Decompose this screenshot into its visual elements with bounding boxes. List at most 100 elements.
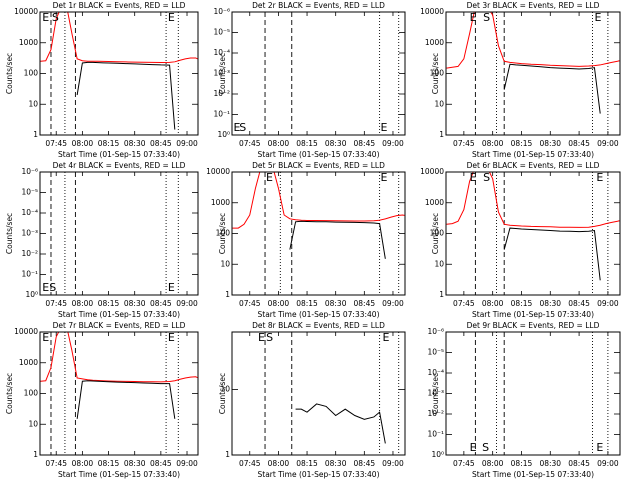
panel-title: Det 8r BLACK = Events, RED = LLD [252, 321, 385, 330]
x-tick-label: 08:45 [354, 139, 376, 148]
series-line [503, 227, 601, 281]
x-tick-label: 07:45 [239, 459, 261, 468]
panel-title: Det 6r BLACK = Events, RED = LLD [467, 161, 600, 170]
x-tick-label: 08:45 [150, 299, 172, 308]
panel-title: Det 5r BLACK = Events, RED = LLD [252, 161, 385, 170]
series-line [40, 12, 198, 63]
x-tick-label: 08:45 [354, 299, 376, 308]
series-line [446, 172, 620, 228]
x-tick-label: 08:00 [72, 459, 94, 468]
y-tick-label: 1 [439, 130, 444, 139]
series-line [446, 12, 620, 69]
x-tick-label: 07:45 [453, 299, 475, 308]
x-tick-label: 08:00 [482, 139, 504, 148]
x-tick-label: 09:00 [597, 139, 619, 148]
annotation: S [49, 281, 56, 294]
panel: Det 2r BLACK = Events, RED = LLD Start Ti… [213, 1, 406, 159]
x-tick-label: 08:30 [539, 299, 561, 308]
x-tick-label: 08:30 [124, 299, 146, 308]
y-tick-label: 10⁻⁴ [213, 48, 230, 57]
x-tick-label: 08:15 [511, 459, 533, 468]
x-tick-label: 08:15 [511, 139, 533, 148]
x-tick-label: 08:00 [72, 299, 94, 308]
y-tick-label: 10⁰ [431, 450, 444, 459]
y-tick-label: 10⁻⁶ [213, 7, 230, 16]
annotation: E [594, 11, 601, 24]
y-axis-label: Counts/sec [5, 213, 14, 254]
y-tick-label: 10⁻³ [427, 389, 444, 398]
x-tick-label: 08:15 [98, 139, 120, 148]
x-tick-label: 07:45 [45, 139, 67, 148]
y-tick-label: 1 [225, 290, 230, 299]
x-tick-label: 08:45 [568, 299, 590, 308]
frame [39, 331, 199, 456]
y-tick-label: 10⁰ [217, 130, 230, 139]
y-tick-label: 1000 [425, 198, 444, 207]
y-tick-label: 10⁻⁴ [21, 208, 38, 217]
annotation: E [596, 171, 603, 184]
series-line [232, 172, 405, 229]
x-tick-label: 09:00 [176, 139, 198, 148]
x-axis-label: Start Time (01-Sep-15 07:33:40) [472, 150, 594, 159]
x-tick-label: 08:30 [325, 299, 347, 308]
y-tick-label: 100 [216, 229, 231, 238]
annotation: E [42, 331, 49, 344]
y-axis-label: Counts/sec [218, 53, 227, 94]
frame [231, 331, 406, 456]
annotation: E [381, 121, 388, 134]
x-tick-label: 08:45 [150, 459, 172, 468]
x-tick-label: 07:45 [45, 299, 67, 308]
y-tick-label: 1000 [19, 358, 38, 367]
y-tick-label: 10⁻⁶ [21, 167, 38, 176]
x-tick-label: 07:45 [453, 139, 475, 148]
annotation: E [470, 11, 477, 24]
y-axis-label: Counts/sec [218, 373, 227, 414]
x-tick-label: 08:00 [482, 299, 504, 308]
panel-title: Det 7r BLACK = Events, RED = LLD [53, 321, 186, 330]
y-tick-label: 10⁻² [213, 89, 230, 98]
x-tick-label: 08:45 [568, 459, 590, 468]
panel-title: Det 2r BLACK = Events, RED = LLD [252, 1, 385, 10]
panel: Det 1r BLACK = Events, RED = LLD Start Ti… [5, 1, 199, 159]
y-axis-label: Counts/sec [5, 373, 14, 414]
y-tick-label: 10 [434, 259, 444, 268]
x-axis-label: Start Time (01-Sep-15 07:33:40) [472, 470, 594, 479]
y-tick-label: 1000 [425, 38, 444, 47]
panel-title: Det 9r BLACK = Events, RED = LLD [467, 321, 600, 330]
panel-title: Det 3r BLACK = Events, RED = LLD [467, 1, 600, 10]
y-tick-label: 10⁻⁵ [427, 348, 444, 357]
annotation: E [470, 171, 477, 184]
y-tick-label: 10000 [14, 7, 38, 16]
frame [445, 171, 621, 296]
y-axis-label: Counts/sec [5, 53, 14, 94]
y-tick-label: 100 [430, 229, 445, 238]
y-tick-label: 1000 [19, 38, 38, 47]
frame [445, 331, 621, 456]
frame [445, 11, 621, 136]
x-tick-label: 08:15 [296, 459, 318, 468]
y-tick-label: 1 [33, 450, 38, 459]
x-tick-label: 08:00 [72, 139, 94, 148]
x-tick-label: 09:00 [597, 299, 619, 308]
y-tick-label: 1 [225, 450, 230, 459]
panel: Det 3r BLACK = Events, RED = LLD Start Ti… [420, 1, 621, 159]
series-line [40, 332, 198, 383]
y-tick-label: 10 [434, 99, 444, 108]
x-axis-label: Start Time (01-Sep-15 07:33:40) [58, 310, 180, 319]
x-tick-label: 09:00 [597, 459, 619, 468]
annotation: E [168, 331, 175, 344]
y-tick-label: 10 [28, 419, 38, 428]
y-tick-label: 10 [28, 99, 38, 108]
x-tick-label: 08:45 [150, 139, 172, 148]
panel-title: Det 1r BLACK = Events, RED = LLD [53, 1, 186, 10]
annotation: E [381, 171, 388, 184]
y-tick-label: 10⁻³ [213, 69, 230, 78]
x-tick-label: 08:30 [539, 459, 561, 468]
x-tick-label: 08:15 [98, 299, 120, 308]
x-tick-label: 07:45 [45, 459, 67, 468]
annotation: E [470, 441, 477, 454]
y-axis-label: Counts/sec [431, 53, 440, 94]
annotation: E [42, 281, 49, 294]
x-tick-label: 08:00 [268, 299, 290, 308]
